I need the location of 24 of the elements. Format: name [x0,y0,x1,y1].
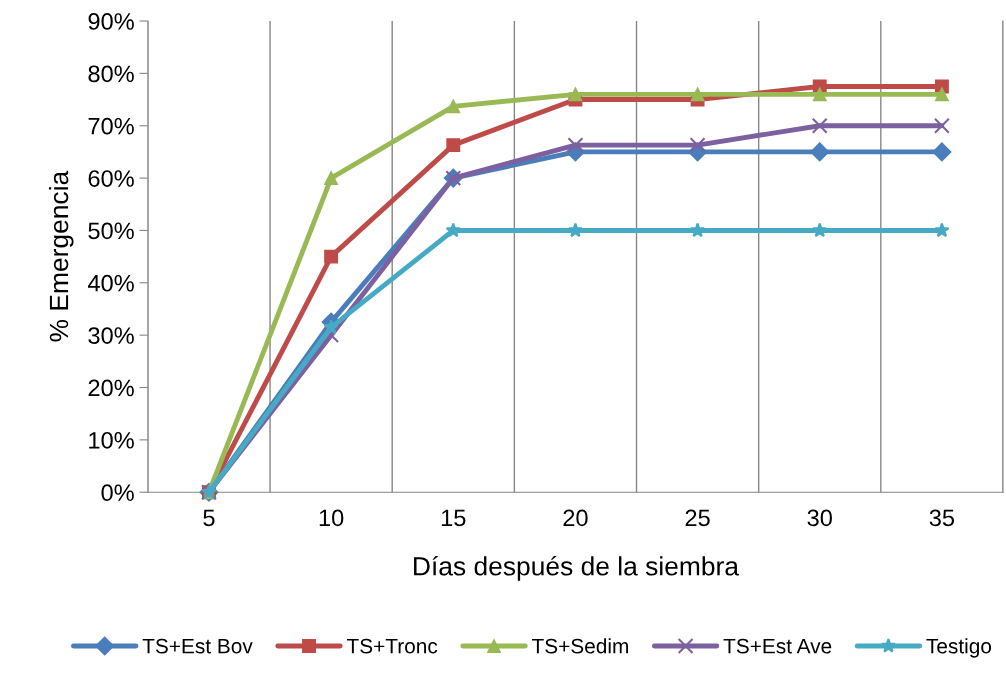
x-tick-label: 20 [563,509,588,527]
legend-label: Testigo [926,638,992,658]
y-tick-label: 0% [101,484,134,502]
x-tick-label: 15 [441,509,466,527]
y-tick-label: 30% [88,327,134,344]
y-tick-label: 40% [87,274,134,292]
y-tick-label: 10% [89,431,134,449]
x-tick-label: 35 [929,509,955,527]
y-tick-label: 90% [88,13,134,30]
x-tick-label: 30 [807,509,832,527]
y-tick-label: 80% [88,65,134,83]
y-tick-label: 50% [88,222,134,240]
legend-label: TS+Est Bov [142,638,253,654]
legend-label: TS+Sedim [531,638,628,654]
legend-label: TS+Est Ave [723,638,832,654]
x-tick-label: 10 [319,509,344,527]
y-tick-label: 20% [88,379,134,397]
y-tick-label: 70% [88,117,134,135]
legend-label: TS+Tronc [346,638,438,654]
x-tick-label: 5 [203,509,215,527]
x-tick-label: 25 [685,509,710,527]
x-axis-title: Días después de la siembra [414,555,739,581]
y-tick-label: 60% [88,170,134,187]
y-axis-title: % Emergencia [48,170,74,342]
